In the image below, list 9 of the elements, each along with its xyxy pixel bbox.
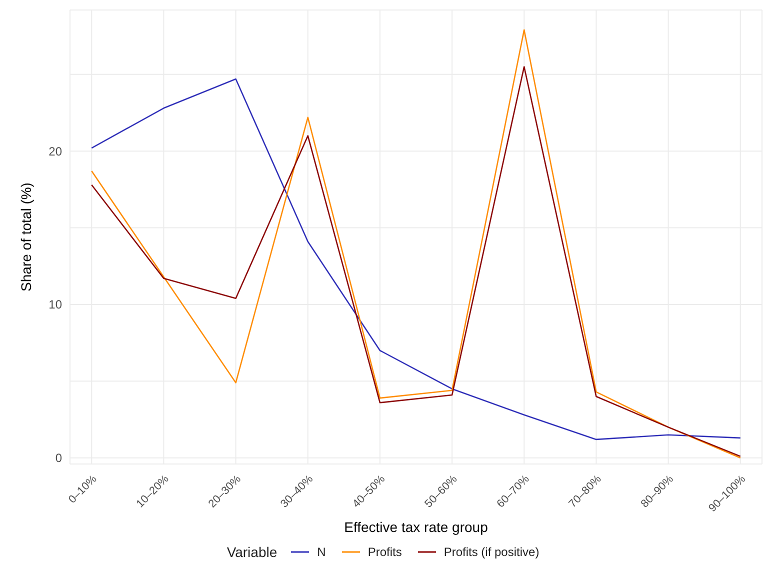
legend-label: N	[316, 545, 326, 559]
y-tick-label: 20	[48, 144, 62, 158]
y-tick-label: 10	[48, 298, 62, 312]
y-tick-label: 0	[55, 451, 62, 466]
legend-label: Profits (if positive)	[442, 545, 540, 559]
x-axis-title: Effective tax rate group	[344, 519, 488, 535]
legend-title: Variable	[226, 544, 278, 560]
legend-label: Profits	[366, 545, 402, 559]
y-axis-title: Share of total (%)	[18, 182, 34, 292]
